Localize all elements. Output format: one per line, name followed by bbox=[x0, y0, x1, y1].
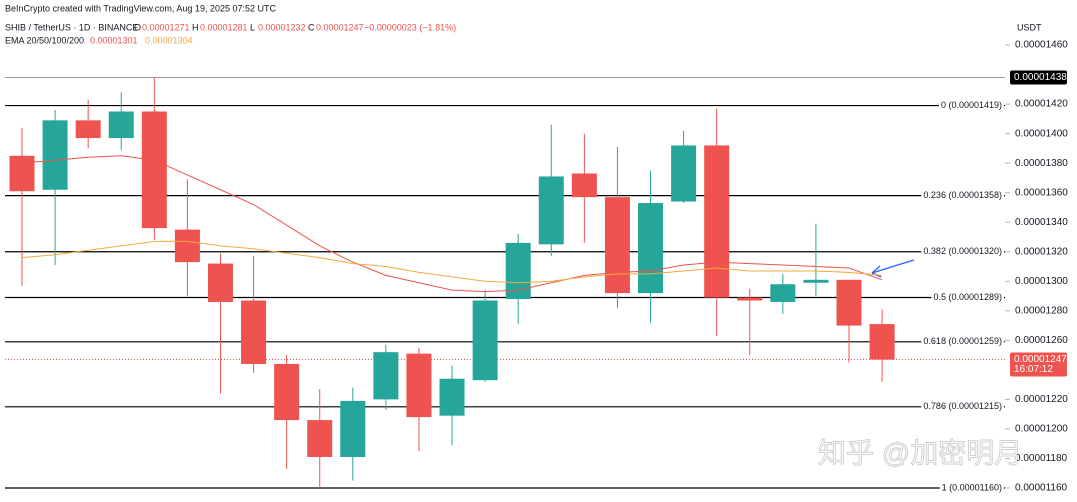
candle-body bbox=[340, 400, 366, 457]
fib-label: 0.236 (0.00001358) bbox=[923, 190, 1002, 200]
candle-body bbox=[75, 120, 101, 139]
y-tick-label: 0.00001400 bbox=[1015, 128, 1068, 139]
arrow bbox=[871, 259, 915, 278]
fib-label: 0.618 (0.00001259) bbox=[923, 336, 1002, 346]
ema-value: 0.00001304 bbox=[145, 35, 193, 45]
candle-body bbox=[836, 279, 862, 326]
candle-body bbox=[307, 420, 333, 457]
y-tick-label: 0.00001300 bbox=[1015, 276, 1068, 287]
candle-body bbox=[803, 279, 829, 283]
candle-body bbox=[538, 176, 564, 245]
y-tick-label: 0.00001380 bbox=[1015, 158, 1068, 169]
candle-body bbox=[571, 173, 597, 198]
ohlc-key: O bbox=[134, 22, 141, 32]
candle-body bbox=[174, 229, 200, 263]
fib-label: 0.382 (0.00001320) bbox=[923, 246, 1002, 256]
credit: BeInCrypto created with TradingView.com,… bbox=[5, 3, 276, 13]
candle-body bbox=[737, 297, 763, 301]
y-tick-label: 0.00001160 bbox=[1015, 483, 1068, 494]
candle-body bbox=[274, 363, 300, 421]
candle-body bbox=[869, 324, 895, 360]
currency: USDT bbox=[1017, 22, 1042, 32]
y-tick-label: 0.00001460 bbox=[1015, 40, 1068, 51]
candle-body bbox=[241, 300, 267, 364]
ema-line bbox=[21, 240, 883, 284]
ema-value: 0.00001301 bbox=[90, 35, 138, 45]
fib-label: 0.5 (0.00001289) bbox=[933, 292, 1002, 302]
candle-body bbox=[207, 263, 233, 302]
candle-body bbox=[638, 203, 664, 294]
y-tick-label: 0.00001200 bbox=[1015, 424, 1068, 435]
y-tick-label: 0.00001220 bbox=[1015, 394, 1068, 405]
candle-body bbox=[42, 120, 68, 190]
last-price-box bbox=[1010, 352, 1067, 377]
candle-body bbox=[704, 145, 730, 298]
candle-body bbox=[472, 300, 498, 381]
candle-body bbox=[439, 378, 465, 416]
fib-label: 1 (0.00001160) bbox=[942, 482, 1002, 492]
candle-body bbox=[604, 197, 630, 294]
high-label: 0.00001438 bbox=[1014, 72, 1067, 83]
watermark: 知乎 @加密明月 bbox=[818, 437, 1022, 468]
y-tick-label: 0.00001260 bbox=[1015, 335, 1068, 346]
ohlc-value: 0.00001247 bbox=[316, 22, 364, 32]
candle-body bbox=[9, 155, 35, 192]
ohlc-value: 0.00001271 bbox=[142, 22, 190, 32]
ema-label: EMA 20/50/100/200 bbox=[5, 35, 84, 45]
ohlc-key: H bbox=[192, 22, 199, 32]
y-tick-label: 0.00001360 bbox=[1015, 187, 1068, 198]
change: −0.00000023 (−1.81%) bbox=[364, 22, 456, 32]
y-tick-label: 0.00001340 bbox=[1015, 217, 1068, 228]
countdown: 16:07:12 bbox=[1014, 364, 1053, 375]
y-tick-label: 0.00001180 bbox=[1015, 453, 1068, 464]
candle-body bbox=[770, 284, 796, 302]
ohlc-key: C bbox=[308, 22, 315, 32]
y-tick-label: 0.00001420 bbox=[1015, 99, 1068, 110]
candle-body bbox=[108, 111, 134, 139]
y-tick-label: 0.00001320 bbox=[1015, 246, 1068, 257]
candle-body bbox=[373, 352, 399, 400]
candle-body bbox=[141, 111, 167, 229]
candle-body bbox=[406, 353, 432, 418]
ema-line bbox=[21, 155, 883, 293]
ohlc-value: 0.00001232 bbox=[258, 22, 306, 32]
fib-label: 0.786 (0.00001215) bbox=[923, 401, 1002, 411]
ohlc-key: L bbox=[250, 22, 255, 32]
ohlc-value: 0.00001281 bbox=[200, 22, 248, 32]
candle-body bbox=[671, 145, 697, 202]
high-box bbox=[1010, 70, 1067, 85]
symbol: SHIB / TetherUS · 1D · BINANCE bbox=[5, 22, 138, 32]
last-price-label: 0.00001247 bbox=[1014, 354, 1067, 365]
y-tick-label: 0.00001280 bbox=[1015, 305, 1068, 316]
fib-label: 0 (0.00001419) bbox=[941, 100, 1002, 110]
